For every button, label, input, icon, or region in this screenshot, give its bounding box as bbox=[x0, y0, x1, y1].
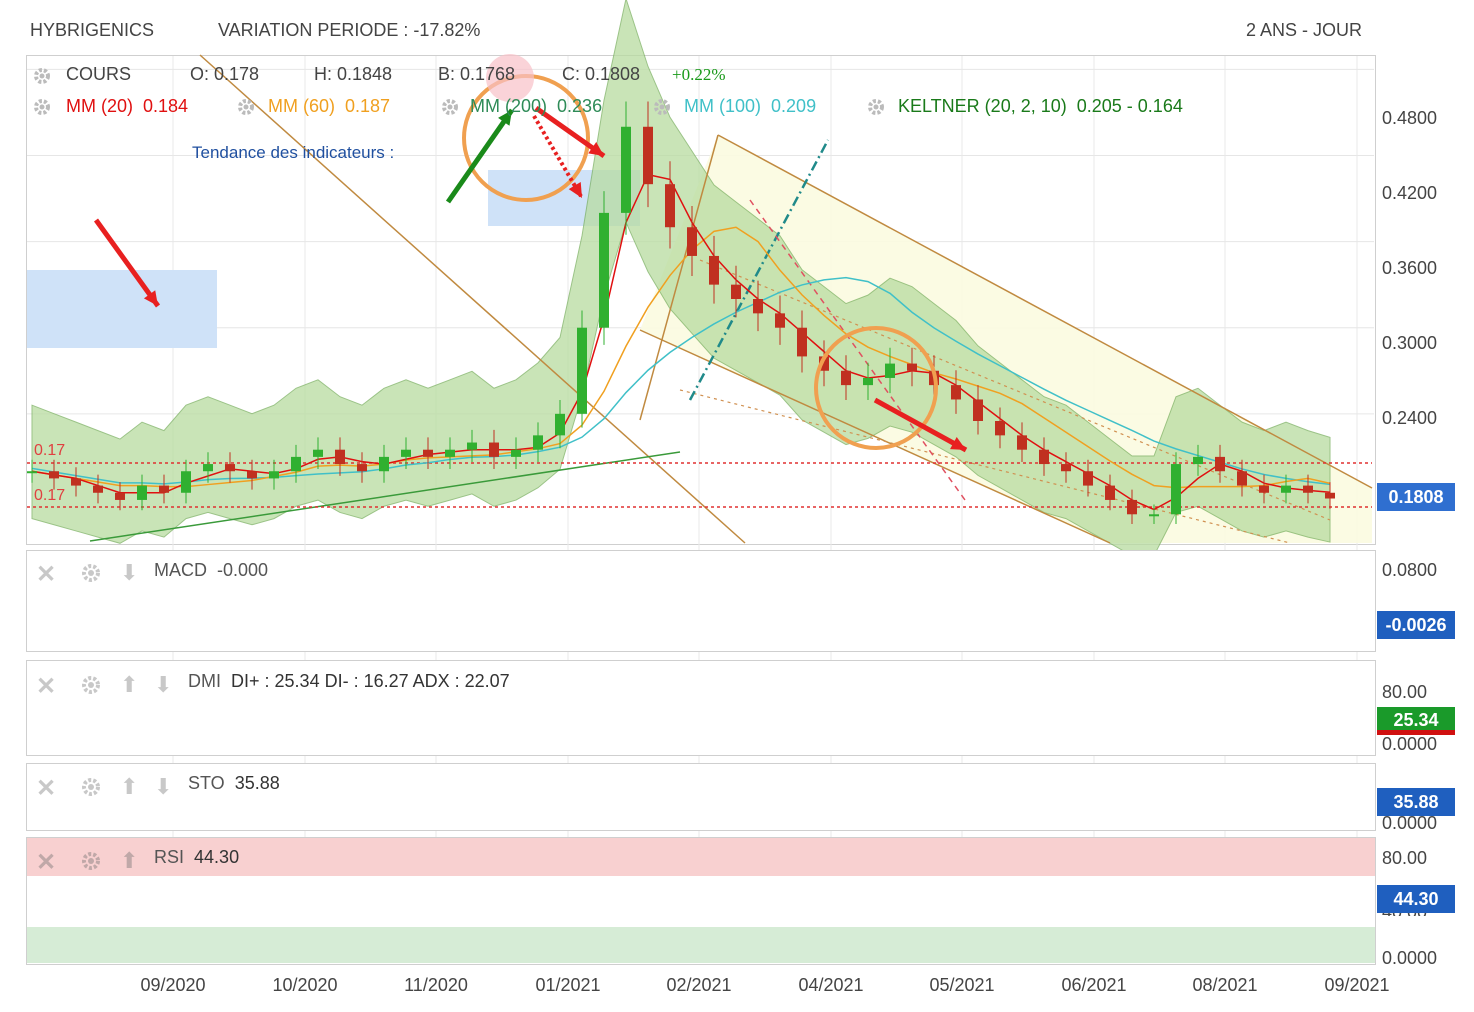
macd-tag: -0.0026 bbox=[1377, 611, 1455, 639]
rsi-value: 44.30 bbox=[194, 847, 240, 867]
arrow-up-icon[interactable]: ⬆ bbox=[120, 774, 139, 799]
arrow-up-icon[interactable]: ⬆ bbox=[120, 672, 139, 697]
level-label-upper: 0.17 bbox=[34, 442, 66, 459]
rsi-name: RSI bbox=[154, 847, 185, 867]
mm20-label: MM (20) 0.184 bbox=[66, 96, 188, 117]
x-tick: 05/2021 bbox=[929, 975, 995, 995]
close-value: C: 0.1808 bbox=[562, 64, 641, 84]
x-tick: 01/2021 bbox=[535, 975, 601, 995]
dmi-value: DI+ : 25.34 DI- : 16.27 ADX : 22.07 bbox=[231, 671, 510, 691]
x-tick: 08/2021 bbox=[1192, 975, 1258, 995]
open-value: O: 0.178 bbox=[190, 64, 260, 84]
price-tick: 0.3600 bbox=[1382, 258, 1438, 278]
price-tick: 0.3000 bbox=[1382, 333, 1438, 353]
period-label[interactable]: 2 ANS - JOUR bbox=[1246, 20, 1363, 40]
macd-label: MACD -0.000 bbox=[154, 560, 268, 581]
sto-tick: 0.0000 bbox=[1382, 813, 1438, 829]
rsi-tag: 44.30 bbox=[1377, 885, 1455, 913]
x-tick: 09/2020 bbox=[140, 975, 206, 995]
price-tick: 0.2400 bbox=[1382, 408, 1438, 428]
dmi-name: DMI bbox=[188, 671, 221, 691]
sto-name: STO bbox=[188, 773, 225, 793]
ticker-title: HYBRIGENICS bbox=[30, 20, 155, 40]
gear-icon[interactable] bbox=[80, 776, 100, 796]
dmi-tag: 25.34 bbox=[1377, 707, 1455, 735]
mm20-name: MM (20) bbox=[66, 96, 133, 116]
macd-tick: 0.0800 bbox=[1382, 560, 1438, 580]
gear-icon[interactable] bbox=[440, 97, 460, 117]
dmi-tick: 0.0000 bbox=[1382, 734, 1438, 750]
x-tick: 10/2020 bbox=[272, 975, 338, 995]
rsi-tick: 0.0000 bbox=[1382, 948, 1438, 964]
cours-label: COURS bbox=[66, 64, 132, 84]
gear-icon[interactable] bbox=[80, 562, 100, 582]
trend-annotation: Tendance des indicateurs : bbox=[192, 143, 395, 162]
gear-icon[interactable] bbox=[80, 674, 100, 694]
sto-label: STO 35.88 bbox=[188, 773, 280, 794]
mm60-name: MM (60) bbox=[268, 96, 335, 116]
mm60-value: 0.187 bbox=[345, 96, 391, 116]
close-icon[interactable]: ✕ bbox=[36, 775, 57, 802]
sto-tag: 35.88 bbox=[1377, 788, 1455, 816]
low-value: B: 0.1768 bbox=[438, 64, 516, 84]
rsi-overbought-zone bbox=[27, 838, 1375, 876]
mm100-label: MM (100) 0.209 bbox=[684, 96, 816, 117]
high-value: H: 0.1848 bbox=[314, 64, 393, 84]
price-panel bbox=[26, 55, 1376, 545]
variation-text: VARIATION PERIODE : -17.82% bbox=[218, 20, 481, 40]
mm20-value: 0.184 bbox=[143, 96, 189, 116]
price-tick: 0.4200 bbox=[1382, 183, 1438, 203]
x-tick: 04/2021 bbox=[798, 975, 864, 995]
rsi-oversold-zone bbox=[27, 927, 1375, 963]
change-value: +0.22% bbox=[672, 65, 726, 84]
mm100-value: 0.209 bbox=[771, 96, 817, 116]
x-tick: 06/2021 bbox=[1061, 975, 1127, 995]
level-label-lower: 0.17 bbox=[34, 487, 66, 504]
gear-icon[interactable] bbox=[80, 850, 100, 870]
close-icon[interactable]: ✕ bbox=[36, 561, 57, 588]
x-tick: 02/2021 bbox=[666, 975, 732, 995]
gear-icon[interactable] bbox=[32, 97, 52, 117]
mm200-name: MM (200) bbox=[470, 96, 548, 116]
sto-panel bbox=[26, 763, 1376, 831]
macd-value: -0.000 bbox=[217, 560, 269, 580]
arrow-down-icon[interactable]: ⬇ bbox=[154, 672, 173, 697]
close-icon[interactable]: ✕ bbox=[36, 673, 57, 700]
last-price-tag: 0.1808 bbox=[1377, 483, 1455, 511]
dmi-panel bbox=[26, 660, 1376, 756]
rsi-tick: 80.00 bbox=[1382, 848, 1428, 868]
keltner-value: 0.205 - 0.164 bbox=[1076, 96, 1183, 116]
mm100-name: MM (100) bbox=[684, 96, 762, 116]
arrow-down-icon[interactable]: ⬇ bbox=[120, 560, 139, 585]
macd-name: MACD bbox=[154, 560, 207, 580]
dmi-tick: 80.00 bbox=[1382, 682, 1428, 702]
mm200-label: MM (200) 0.236 bbox=[470, 96, 602, 117]
gear-icon[interactable] bbox=[652, 97, 672, 117]
keltner-name: KELTNER (20, 2, 10) bbox=[898, 96, 1067, 116]
arrow-down-icon[interactable]: ⬇ bbox=[154, 774, 173, 799]
macd-panel bbox=[26, 550, 1376, 652]
x-tick: 11/2020 bbox=[404, 975, 468, 995]
rsi-label: RSI 44.30 bbox=[154, 847, 239, 868]
dmi-label: DMI DI+ : 25.34 DI- : 16.27 ADX : 22.07 bbox=[188, 671, 510, 692]
gear-icon[interactable] bbox=[866, 97, 886, 117]
gear-icon[interactable] bbox=[32, 66, 52, 86]
mm200-value: 0.236 bbox=[557, 96, 603, 116]
x-tick: 09/2021 bbox=[1324, 975, 1390, 995]
sto-value: 35.88 bbox=[234, 773, 280, 793]
keltner-label: KELTNER (20, 2, 10) 0.205 - 0.164 bbox=[898, 96, 1183, 117]
close-icon[interactable]: ✕ bbox=[36, 849, 57, 876]
price-tick: 0.4800 bbox=[1382, 108, 1438, 128]
arrow-up-icon[interactable]: ⬆ bbox=[120, 848, 139, 873]
mm60-label: MM (60) 0.187 bbox=[268, 96, 390, 117]
gear-icon[interactable] bbox=[236, 97, 256, 117]
